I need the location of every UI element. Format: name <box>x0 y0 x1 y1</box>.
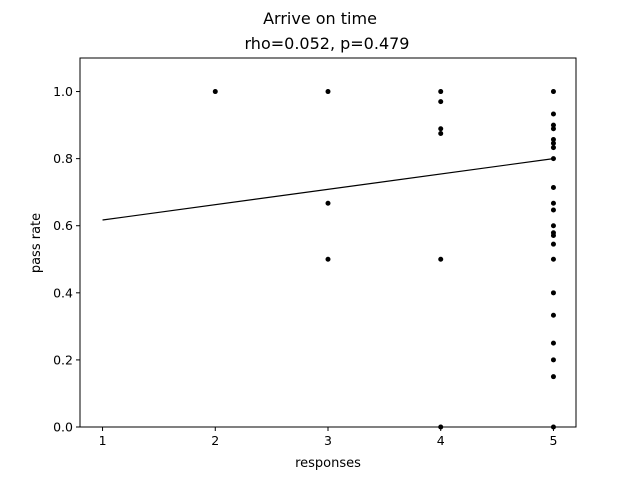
y-tick-label: 0.6 <box>53 218 73 233</box>
data-point <box>550 126 556 132</box>
axes: 1 2 3 4 5 0.0 0.2 0.4 0.6 0.8 1.0 <box>53 84 557 448</box>
plot-area <box>102 89 556 430</box>
x-tick-label: 5 <box>549 433 557 448</box>
x-tick-label: 1 <box>99 433 107 448</box>
y-tick-label: 0.2 <box>53 352 73 367</box>
y-tick-label: 1.0 <box>53 84 73 99</box>
data-point <box>550 137 556 143</box>
data-point <box>550 200 556 206</box>
data-point <box>438 130 444 136</box>
data-point <box>550 89 556 95</box>
data-point <box>550 140 556 146</box>
y-tick-label: 0.4 <box>53 285 73 300</box>
trend-line <box>102 158 554 221</box>
chart-title: Arrive on time <box>263 9 377 28</box>
data-point <box>438 126 444 132</box>
data-point <box>550 122 556 128</box>
data-point <box>212 89 218 95</box>
y-axis-label: pass rate <box>29 213 44 273</box>
y-tick-label: 0.0 <box>53 420 73 435</box>
y-tick-label: 0.8 <box>53 151 73 166</box>
chart-subtitle: rho=0.052, p=0.479 <box>245 34 410 53</box>
data-point <box>550 256 556 262</box>
data-point <box>550 357 556 363</box>
x-tick-label: 4 <box>437 433 445 448</box>
data-point <box>438 256 444 262</box>
data-point <box>438 89 444 95</box>
data-point <box>550 184 556 190</box>
data-point <box>550 340 556 346</box>
data-point <box>438 99 444 105</box>
x-tick-label: 2 <box>211 433 219 448</box>
data-point <box>325 256 331 262</box>
data-point <box>550 241 556 247</box>
data-point <box>550 290 556 296</box>
x-axis-label: responses <box>295 456 361 471</box>
data-point <box>550 111 556 117</box>
data-point <box>550 156 556 162</box>
data-point <box>550 232 556 238</box>
plot-frame <box>79 57 577 428</box>
x-tick-label: 3 <box>324 433 332 448</box>
data-point <box>325 89 331 95</box>
data-point <box>550 207 556 213</box>
data-point <box>325 200 331 206</box>
data-point <box>550 312 556 318</box>
data-point <box>550 145 556 151</box>
data-point <box>550 374 556 380</box>
data-point <box>550 223 556 229</box>
